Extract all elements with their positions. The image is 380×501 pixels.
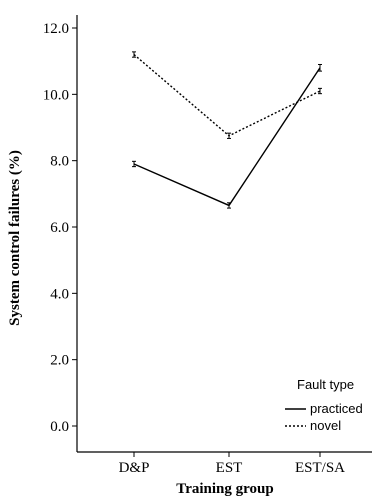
legend-title: Fault type	[297, 377, 354, 392]
y-axis: 0.0 2.0 4.0 6.0 8.0 10.0 12.0	[43, 15, 78, 452]
y-tick-label: 6.0	[50, 220, 69, 236]
x-tick-label: D&P	[119, 460, 150, 476]
series-line-novel	[133, 54, 321, 137]
x-axis: D&P EST EST/SA	[77, 451, 372, 476]
legend-label-novel: novel	[310, 418, 341, 433]
y-tick-label: 8.0	[50, 154, 69, 170]
y-tick-label: 2.0	[50, 353, 69, 369]
y-tick-label: 4.0	[50, 286, 69, 302]
x-axis-title: Training group	[176, 481, 273, 497]
x-tick-label: EST/SA	[295, 460, 345, 476]
series-group	[132, 51, 322, 209]
y-axis-title: System control failures (%)	[7, 150, 23, 326]
y-tick-label: 0.0	[50, 419, 69, 435]
legend: Fault type practiced novel	[285, 377, 363, 433]
y-tick-label: 12.0	[43, 21, 69, 37]
y-tick-label: 10.0	[43, 87, 69, 103]
legend-label-practiced: practiced	[310, 401, 363, 416]
x-tick-label: EST	[216, 460, 243, 476]
series-line-practiced	[133, 67, 321, 207]
